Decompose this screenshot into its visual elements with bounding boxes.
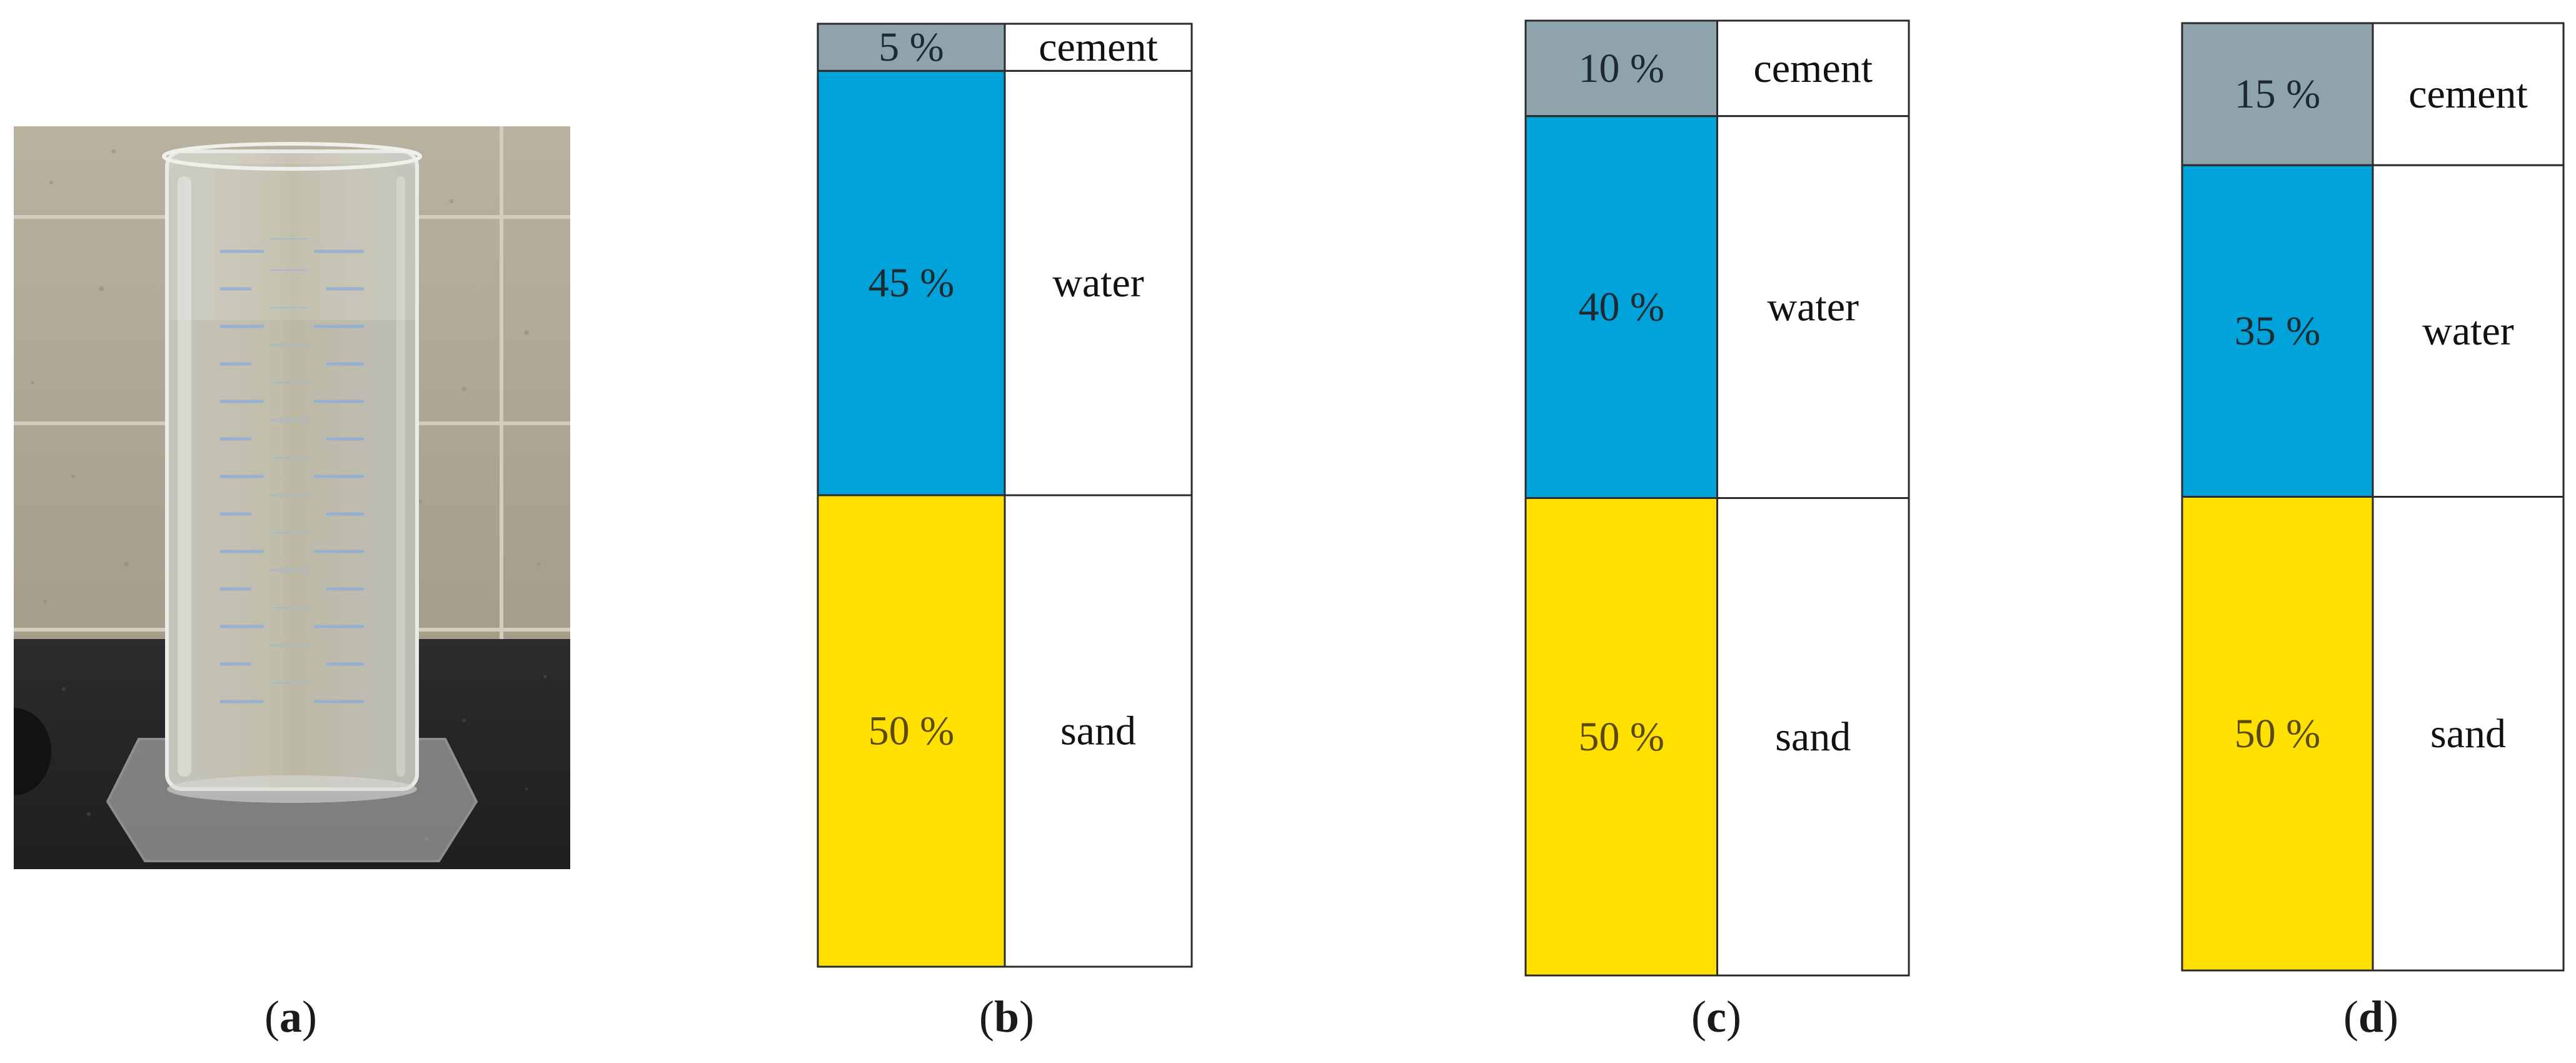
sand-bar xyxy=(1524,497,1718,977)
cement-label-cell xyxy=(1716,19,1910,118)
sand-label-cell xyxy=(1716,497,1910,977)
cement-percent-label: 10 % xyxy=(1579,46,1664,91)
caption-close: ) xyxy=(1726,992,1741,1042)
water-name-label: water xyxy=(2422,308,2514,354)
sand-percent-label: 50 % xyxy=(868,708,954,754)
water-bar xyxy=(1524,115,1718,499)
water-percent-label: 35 % xyxy=(2235,308,2320,354)
sand-percent-label: 50 % xyxy=(1579,714,1664,760)
caption-close: ) xyxy=(1019,992,1035,1042)
caption-open: ( xyxy=(1691,992,1707,1042)
sand-name-label: sand xyxy=(2430,711,2506,757)
caption-b: (b) xyxy=(979,994,1034,1039)
water-name-label: water xyxy=(1052,260,1144,306)
sand-name-label: sand xyxy=(1060,708,1136,754)
water-label-cell xyxy=(1716,115,1910,499)
cement-percent-label: 15 % xyxy=(2235,71,2320,117)
sand-bar xyxy=(817,494,1006,968)
caption-open: ( xyxy=(264,992,279,1042)
proportion-chart: 10 % cement 40 % water 50 % sand xyxy=(1524,19,1910,977)
sand-name-label: sand xyxy=(1775,714,1851,760)
caption-close: ) xyxy=(2383,992,2399,1042)
sand-percent-label: 50 % xyxy=(2235,711,2320,757)
caption-open: ( xyxy=(2343,992,2358,1042)
cement-name-label: cement xyxy=(2408,71,2528,117)
caption-open: ( xyxy=(979,992,994,1042)
sand-label-cell xyxy=(2372,496,2565,972)
water-bar xyxy=(2181,164,2374,498)
caption-d: (d) xyxy=(2343,994,2398,1039)
water-percent-label: 45 % xyxy=(868,260,954,306)
cylinder-photo-graphic xyxy=(14,126,570,869)
water-name-label: water xyxy=(1767,285,1859,330)
mix-diagram-d: 15 % cement 35 % water 50 % sand xyxy=(2181,22,2565,972)
caption-a: (a) xyxy=(264,994,317,1039)
cement-percent-label: 5 % xyxy=(878,24,943,70)
cement-bar xyxy=(2181,22,2374,166)
water-label-cell xyxy=(2372,164,2565,498)
proportion-chart: 5 % cement 45 % water 50 % sand xyxy=(817,23,1193,968)
mix-diagram-c: 10 % cement 40 % water 50 % sand xyxy=(1524,19,1910,977)
caption-letter: b xyxy=(994,992,1020,1042)
water-percent-label: 40 % xyxy=(1579,285,1664,330)
caption-letter: c xyxy=(1706,992,1726,1042)
cement-label-cell xyxy=(2372,22,2565,166)
graduated-cylinder-photo xyxy=(14,126,570,869)
caption-letter: d xyxy=(2358,992,2384,1042)
cement-name-label: cement xyxy=(1039,24,1158,70)
water-bar xyxy=(817,69,1006,496)
caption-close: ) xyxy=(302,992,317,1042)
cement-name-label: cement xyxy=(1753,46,1873,91)
proportion-chart: 15 % cement 35 % water 50 % sand xyxy=(2181,22,2565,972)
sand-label-cell xyxy=(1004,494,1193,968)
sand-bar xyxy=(2181,496,2374,972)
water-label-cell xyxy=(1004,69,1193,496)
caption-letter: a xyxy=(279,992,302,1042)
mix-diagram-b: 5 % cement 45 % water 50 % sand xyxy=(817,23,1193,968)
caption-c: (c) xyxy=(1691,994,1741,1039)
